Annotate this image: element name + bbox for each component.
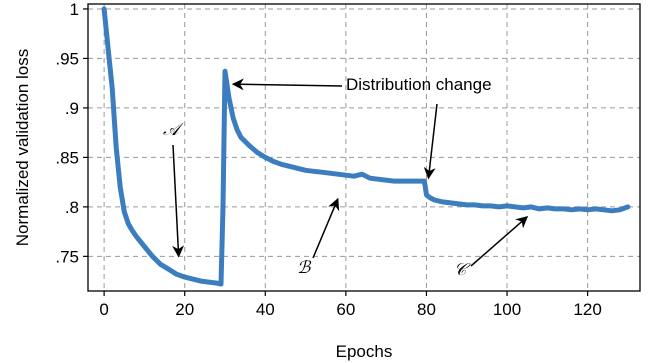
y-tick-label: .9	[65, 99, 79, 118]
x-tick-label: 80	[417, 300, 436, 319]
y-tick-label: .75	[55, 247, 79, 266]
annotation-c-arrow	[470, 215, 529, 267]
series-group	[101, 6, 631, 287]
x-tick-label: 60	[336, 300, 355, 319]
y-axis-label: Normalized validation loss	[13, 49, 32, 246]
distribution-change-arrow	[231, 78, 343, 91]
y-tick-label: 1	[70, 0, 79, 19]
axis-ticks: 0 20 40 60 80 100 120 .75 .8 .85 .9 .95 1	[55, 0, 601, 319]
annotation-a-arrow	[172, 144, 185, 258]
x-tick-label: 40	[256, 300, 275, 319]
distribution-change-arrow	[423, 103, 438, 180]
grid	[88, 4, 640, 291]
loss-series-line	[101, 6, 631, 287]
annotation-b-arrow	[312, 197, 340, 259]
annotations: Distribution change 𝒜 ℬ 𝒞	[163, 75, 529, 280]
distribution-change-label: Distribution change	[346, 75, 492, 94]
x-tick-label: 0	[99, 300, 108, 319]
y-tick-label: .85	[55, 148, 79, 167]
annotation-b-label: ℬ	[297, 258, 312, 278]
x-axis-label: Epochs	[336, 342, 393, 361]
y-tick-label: .8	[65, 198, 79, 217]
annotation-c-label: 𝒞	[454, 260, 471, 280]
x-tick-label: 120	[573, 300, 601, 319]
x-tick-label: 20	[175, 300, 194, 319]
plot-area-frame	[87, 3, 641, 292]
annotation-a-label: 𝒜	[163, 120, 184, 140]
x-tick-label: 100	[493, 300, 521, 319]
y-tick-label: .95	[55, 49, 79, 68]
